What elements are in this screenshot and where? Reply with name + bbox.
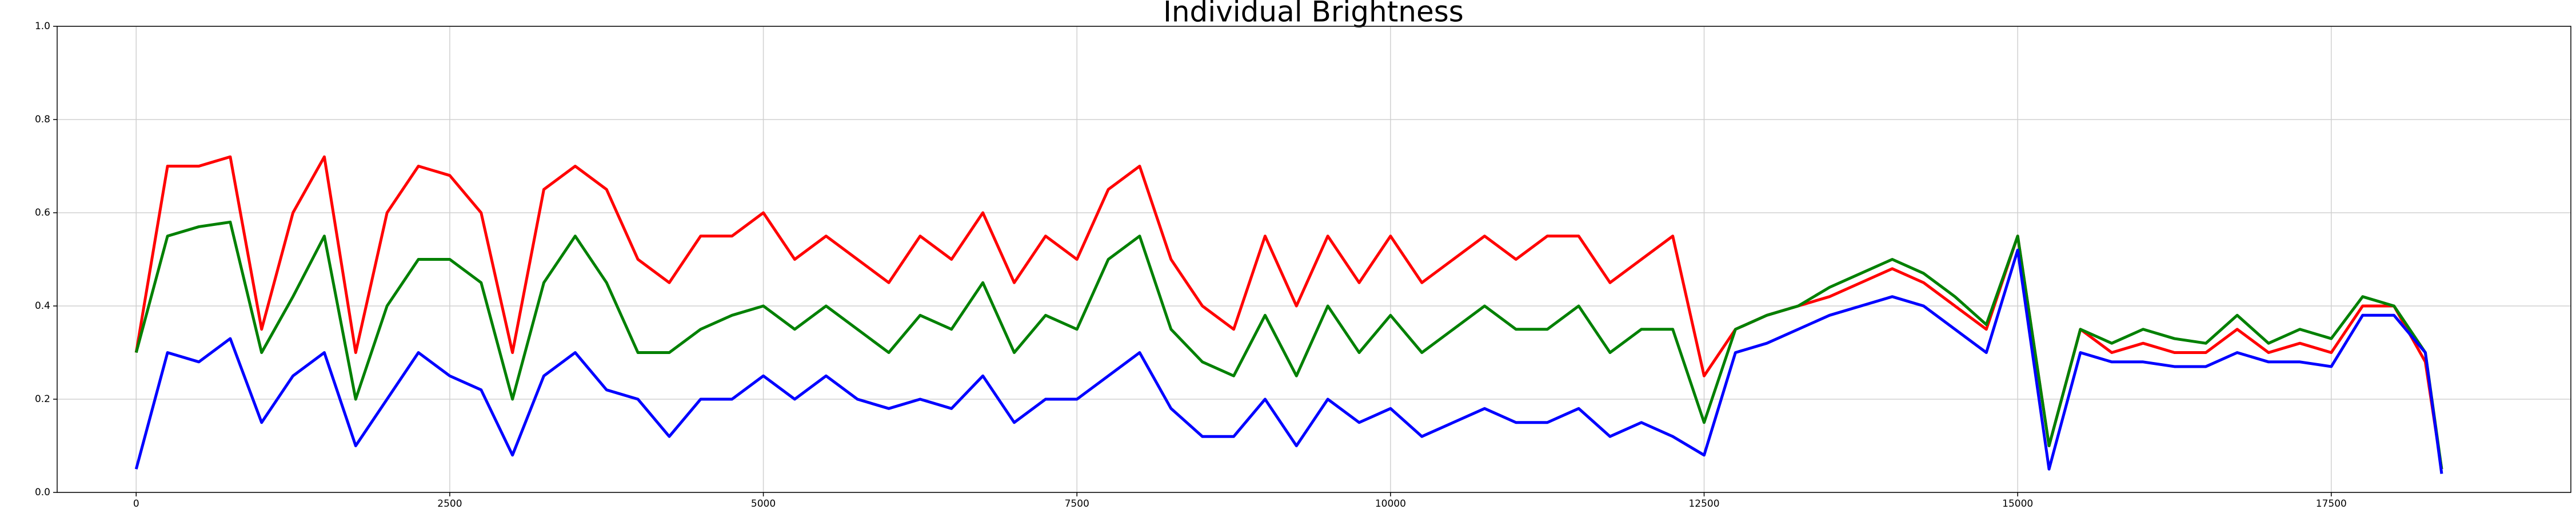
x-tick-label: 10000	[1375, 498, 1406, 509]
x-tick-label: 17500	[2316, 498, 2347, 509]
plot-frame	[57, 26, 2571, 493]
x-tick-label: 5000	[751, 498, 776, 509]
y-tick-label: 0.4	[35, 300, 50, 312]
series-line	[134, 220, 2443, 470]
x-tick-label: 7500	[1065, 498, 1089, 509]
y-tick-label: 0.8	[35, 114, 50, 125]
x-tick-label: 0	[133, 498, 139, 509]
y-tick-label: 0.0	[35, 487, 50, 498]
y-tick-label: 0.6	[35, 207, 50, 218]
series-line	[134, 248, 2443, 474]
x-tick-label: 15000	[2002, 498, 2033, 509]
y-tick-label: 1.0	[35, 21, 50, 32]
y-tick-label: 0.2	[35, 393, 50, 405]
series-line	[134, 155, 2443, 470]
chart-title: Individual Brightness	[1163, 0, 1464, 29]
x-tick-label: 12500	[1688, 498, 1719, 509]
x-tick-label: 2500	[437, 498, 462, 509]
